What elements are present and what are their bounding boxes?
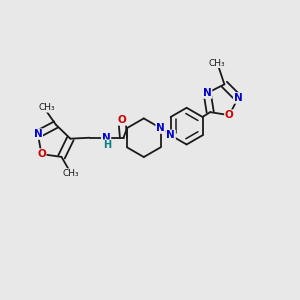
Text: N: N <box>34 129 42 139</box>
Text: CH₃: CH₃ <box>209 58 225 68</box>
Text: CH₃: CH₃ <box>62 169 79 178</box>
Text: N: N <box>234 93 242 103</box>
Text: N: N <box>203 88 212 98</box>
Text: N: N <box>102 133 110 143</box>
Text: N: N <box>166 130 175 140</box>
Text: N: N <box>156 123 165 133</box>
Text: O: O <box>118 115 126 125</box>
Text: O: O <box>37 149 46 159</box>
Text: H: H <box>103 140 111 150</box>
Text: CH₃: CH₃ <box>38 103 55 112</box>
Text: O: O <box>225 110 234 120</box>
